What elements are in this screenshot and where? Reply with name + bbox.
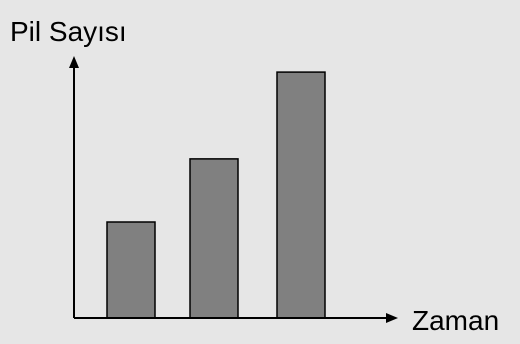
bar-3: [276, 71, 326, 319]
y-axis-arrowhead: [69, 56, 79, 68]
x-axis-arrowhead: [386, 313, 398, 323]
x-axis-label: Zaman: [412, 305, 499, 336]
bar-2: [189, 158, 239, 319]
bar-1: [106, 221, 156, 319]
bars-group: [106, 71, 326, 319]
y-axis-label: Pil Sayısı: [10, 16, 127, 47]
